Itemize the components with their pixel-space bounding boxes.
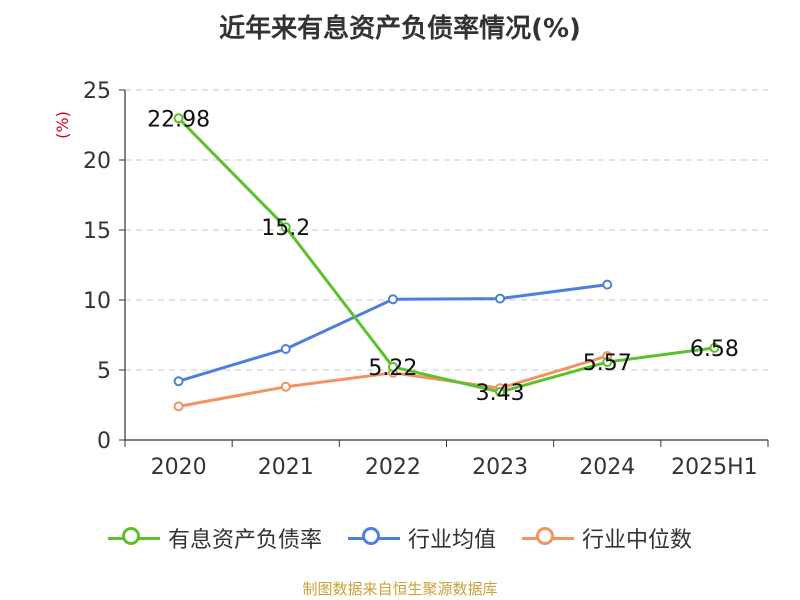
- legend: 有息资产负债率 行业均值 行业中位数: [0, 518, 800, 558]
- data-point: [387, 294, 398, 305]
- y-tick-label: 15: [83, 219, 111, 244]
- x-tick-label: 2025H1: [671, 455, 758, 480]
- legend-swatch: [347, 526, 400, 550]
- legend-item[interactable]: 行业中位数: [522, 522, 692, 554]
- data-point: [495, 293, 506, 304]
- y-tick-label: 20: [83, 149, 111, 174]
- legend-item[interactable]: 行业均值: [347, 522, 496, 554]
- data-label: 22.98: [147, 107, 210, 132]
- data-label: 6.58: [690, 337, 739, 362]
- y-tick-label: 25: [83, 79, 111, 104]
- legend-label: 行业中位数: [582, 528, 693, 553]
- data-point: [709, 342, 720, 353]
- y-axis-label: (%): [53, 111, 72, 139]
- data-point: [280, 222, 291, 233]
- data-point: [280, 381, 291, 392]
- grid-layer: [125, 89, 768, 371]
- data-label-layer: 22.98 15.2 5.22 3.43 5.57 6.58: [147, 107, 739, 406]
- data-label: 5.57: [583, 351, 632, 376]
- x-tick-label: 2024: [579, 455, 635, 480]
- chart-title: 近年来有息资产负债率情况(%): [219, 14, 581, 44]
- data-point: [173, 401, 184, 412]
- data-label: 5.22: [368, 356, 417, 381]
- data-point: [173, 113, 184, 124]
- legend-label: 有息资产负债率: [167, 528, 322, 553]
- legend-swatch: [107, 526, 160, 550]
- y-tick-label: 0: [97, 429, 111, 454]
- data-label: 3.43: [476, 381, 525, 406]
- data-point: [280, 344, 291, 354]
- data-label: 15.2: [261, 216, 310, 241]
- y-tick-label: 10: [83, 289, 111, 314]
- data-point: [495, 386, 506, 397]
- source-note: 制图数据来自恒生聚源数据库: [302, 580, 498, 598]
- x-tick-label: 2020: [151, 455, 207, 480]
- legend-label: 行业均值: [407, 528, 496, 553]
- data-point: [602, 279, 613, 290]
- x-tick-label: 2021: [258, 455, 314, 480]
- series-line: [177, 117, 715, 394]
- data-point: [602, 357, 613, 368]
- legend-item[interactable]: 有息资产负债率: [107, 522, 322, 554]
- axis-layer: 0 5 10 15 20 25 2020 2021 2022 2023 2024 2025H1: [83, 79, 769, 480]
- x-tick-label: 2023: [472, 455, 528, 480]
- series-layer: [173, 113, 720, 412]
- y-tick-label: 5: [97, 359, 111, 384]
- data-point: [173, 376, 184, 387]
- x-tick-label: 2022: [365, 455, 421, 480]
- legend-swatch: [522, 526, 574, 550]
- data-point: [387, 361, 398, 372]
